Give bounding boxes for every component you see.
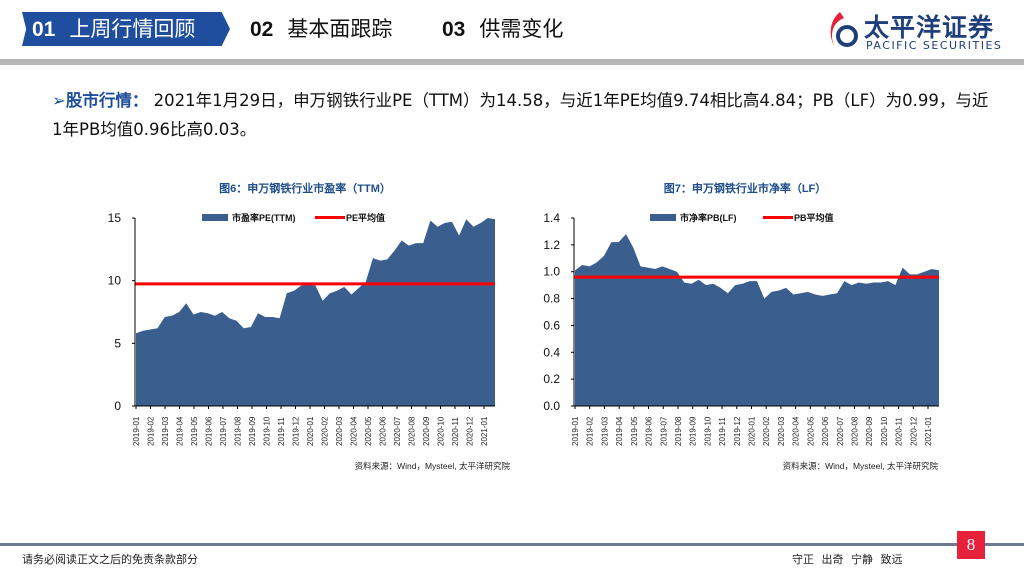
x-tick-label: 2019-09 [248,416,257,446]
area-series [575,234,939,406]
x-tick-label: 2020-12 [466,416,475,446]
x-tick-label: 2019-06 [205,416,214,446]
x-tick-label: 2019-01 [571,416,580,446]
motto: 守正 出奇 宁静 致远 [792,553,903,566]
x-tick-label: 2019-06 [645,416,654,446]
x-tick-label: 2020-10 [880,416,889,446]
x-tick-label: 2020-07 [393,416,402,446]
x-tick-label: 2019-08 [234,416,243,446]
x-tick-label: 2020-04 [792,416,801,446]
x-tick-label: 2020-01 [306,416,315,446]
disclaimer: 请务必阅读正文之后的免责条款部分 [22,553,198,566]
tab-fundamentals[interactable]: 02 基本面跟踪 [240,12,392,46]
chart-source: 资料来源：Wind，Mysteel, 太平洋研究院 [783,461,939,471]
x-tick-label: 2019-12 [292,416,301,446]
x-tick-label: 2020-06 [821,416,830,446]
legend-swatch-area [650,214,676,221]
x-tick-label: 2021-01 [924,416,933,446]
x-tick-label: 2021-01 [480,416,489,446]
summary-label: 股市行情： [65,91,149,110]
tab-supply-demand[interactable]: 03 供需变化 [432,12,563,46]
tab-number: 01 [32,18,56,41]
legend-label: PB平均值 [794,212,834,223]
x-tick-label: 2019-10 [703,416,712,446]
y-tick-label: 5 [114,336,121,350]
x-tick-label: 2019-02 [147,416,156,446]
x-tick-label: 2020-08 [850,416,859,446]
x-tick-label: 2020-03 [777,416,786,446]
x-tick-label: 2019-10 [263,416,272,446]
x-tick-label: 2019-04 [176,416,185,446]
x-tick-label: 2020-09 [865,416,874,446]
pe-chart: 图6：申万钢铁行业市盈率（TTM） 0 5 10 15 2019-01 2019-02 201… [108,181,511,471]
y-tick-label: 0 [114,399,121,413]
x-tick-label: 2020-06 [379,416,388,446]
chart-source: 资料来源：Wind，Mysteel, 太平洋研究院 [355,461,511,471]
logo-name: 太平洋证券 [864,13,995,42]
x-tick-label: 2020-10 [437,416,446,446]
x-tick-label: 2020-02 [321,416,330,446]
x-tick-label: 2020-09 [422,416,431,446]
y-tick-label: 0.0 [543,399,560,413]
y-tick-label: 0.8 [543,292,560,306]
x-tick-label: 2020-03 [335,416,344,446]
tab-label: 上周行情回顾 [69,17,196,41]
x-tick-label: 2020-11 [451,417,460,446]
x-tick-label: 2019-05 [190,416,199,446]
y-tick-label: 0.4 [543,345,560,359]
chart-title: 图6：申万钢铁行业市盈率（TTM） [219,181,391,195]
y-tick-label: 0.6 [543,318,560,332]
x-tick-label: 2019-08 [674,416,683,446]
logo-icon [830,12,858,47]
x-tick-label: 2019-03 [600,416,609,446]
x-tick-label: 2019-01 [132,416,141,446]
x-tick-label: 2019-09 [689,416,698,446]
legend-swatch-line [763,216,793,219]
legend-swatch-line [315,216,345,219]
y-tick-label: 15 [108,211,122,225]
x-tick-label: 2019-05 [630,416,639,446]
x-tick-label: 2020-11 [895,417,904,446]
legend-swatch-area [202,214,228,221]
tab-label: 供需变化 [479,17,564,41]
x-tick-label: 2020-01 [748,416,757,446]
x-tick-label: 2019-07 [659,416,668,446]
y-tick-label: 0.2 [543,372,560,386]
bullet-arrow-icon: ➢ [52,91,66,110]
x-tick-label: 2020-02 [762,416,771,446]
y-tick-label: 1.4 [543,211,560,225]
header-divider [0,59,1024,65]
y-tick-label: 1.2 [543,238,560,252]
x-tick-label: 2020-12 [909,416,918,446]
x-tick-label: 2019-03 [161,416,170,446]
x-tick-label: 2020-05 [364,416,373,446]
pb-chart: 图7：申万钢铁行业市净率（LF） 0.0 0.2 0.4 0.6 0.8 1.0 1.2 1.4… [543,181,939,471]
legend-label: PE平均值 [346,212,385,223]
x-tick-label: 2020-08 [408,416,417,446]
tab-label: 基本面跟踪 [287,17,393,41]
tab-number: 03 [442,18,466,41]
x-tick-label: 2020-04 [350,416,359,446]
area-series [136,218,495,406]
summary-text: 2021年1月29日，申万钢铁行业PE（TTM）为14.58，与近1年PE均值9… [52,91,989,139]
footer-divider [0,543,1024,546]
chart-title: 图7：申万钢铁行业市净率（LF） [664,181,827,195]
logo-subtitle: PACIFIC SECURITIES [866,39,1003,52]
page-number: 8 [957,531,985,559]
tab-number: 02 [250,18,274,41]
x-tick-label: 2019-11 [277,417,286,446]
y-tick-label: 10 [108,274,122,288]
x-tick-label: 2020-07 [836,416,845,446]
summary-paragraph: ➢股市行情： 2021年1月29日，申万钢铁行业PE（TTM）为14.58，与近… [52,86,992,144]
x-tick-label: 2019-12 [733,416,742,446]
legend-label: 市净率PB(LF) [680,212,737,223]
x-tick-label: 2019-04 [615,416,624,446]
legend-label: 市盈率PE(TTM) [232,212,296,223]
tab-market-review[interactable]: 01 上周行情回顾 [22,12,230,46]
y-tick-label: 1.0 [543,265,560,279]
x-tick-label: 2019-07 [219,416,228,446]
x-tick-label: 2019-02 [586,416,595,446]
x-tick-label: 2019-11 [718,417,727,446]
x-tick-label: 2020-05 [806,416,815,446]
